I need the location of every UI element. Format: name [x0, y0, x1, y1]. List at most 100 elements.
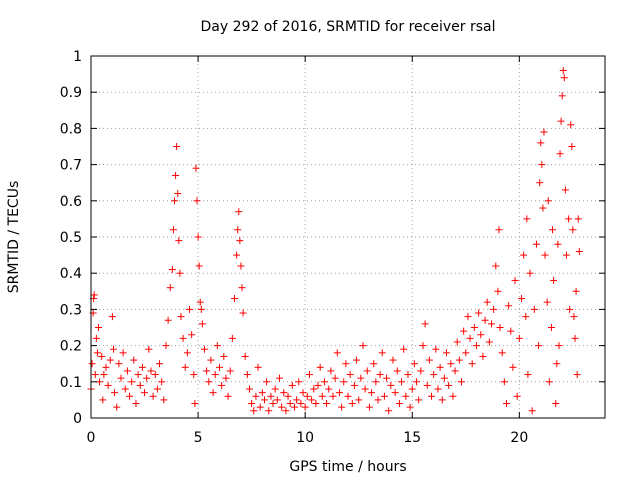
data-point — [94, 324, 102, 331]
data-point — [126, 392, 134, 400]
data-point — [445, 381, 453, 389]
data-point — [572, 287, 580, 295]
chart-title: Day 292 of 2016, SRMTID for receiver rsa… — [201, 19, 496, 35]
data-point — [413, 378, 421, 386]
data-point — [368, 389, 376, 397]
data-point — [520, 251, 528, 259]
data-point — [92, 334, 100, 342]
data-point — [385, 407, 393, 415]
data-point — [168, 266, 176, 274]
data-point — [197, 305, 205, 313]
data-point — [265, 407, 273, 415]
data-point — [507, 327, 515, 335]
data-point — [128, 378, 136, 386]
data-point — [236, 237, 244, 245]
data-point — [557, 117, 565, 125]
data-point — [269, 400, 277, 408]
data-point — [556, 150, 564, 158]
data-point — [434, 385, 442, 393]
data-point — [443, 349, 451, 357]
data-point — [458, 378, 466, 386]
data-point — [477, 331, 485, 339]
data-point — [297, 400, 305, 408]
data-point — [162, 342, 170, 350]
data-point — [344, 392, 352, 400]
data-point — [305, 371, 313, 379]
data-point — [464, 313, 472, 321]
data-point — [539, 204, 547, 212]
data-point — [335, 389, 343, 397]
data-point — [410, 360, 418, 368]
data-point — [543, 298, 551, 306]
data-point — [252, 392, 260, 400]
data-point — [502, 400, 510, 408]
data-point — [250, 407, 258, 415]
data-point — [220, 352, 228, 360]
data-point — [248, 400, 256, 408]
x-tick-label: 5 — [194, 430, 203, 446]
data-point — [222, 374, 230, 382]
data-point — [562, 251, 570, 259]
data-point — [263, 378, 271, 386]
data-point — [494, 287, 502, 295]
data-point — [123, 367, 131, 375]
data-point — [391, 389, 399, 397]
data-point — [565, 215, 573, 223]
y-axis-label: SRMTID / TECUs — [6, 181, 22, 294]
data-point — [438, 396, 446, 404]
data-point — [357, 374, 365, 382]
data-point — [191, 400, 199, 408]
grid-lines — [91, 56, 605, 418]
y-tick-label: 0.3 — [60, 302, 82, 318]
data-point — [104, 381, 112, 389]
data-point — [421, 320, 429, 328]
data-point — [308, 396, 316, 404]
data-point — [374, 396, 382, 404]
y-tick-label: 0.4 — [60, 266, 82, 282]
data-point — [537, 139, 545, 147]
y-tick-label: 0.6 — [60, 194, 82, 210]
data-point — [432, 345, 440, 353]
data-point — [177, 313, 185, 321]
data-point — [552, 400, 560, 408]
data-point — [234, 226, 242, 234]
data-point — [526, 269, 534, 277]
data-point — [218, 381, 226, 389]
data-point — [547, 324, 555, 331]
data-point — [111, 389, 119, 397]
data-point — [338, 403, 346, 411]
data-point — [293, 396, 301, 404]
data-point — [160, 396, 168, 404]
data-point — [571, 334, 579, 342]
data-point — [545, 378, 553, 386]
data-point — [361, 385, 369, 393]
data-point — [573, 371, 581, 379]
data-point — [205, 378, 213, 386]
data-point — [286, 400, 294, 408]
data-point — [428, 392, 436, 400]
data-point — [383, 374, 391, 382]
data-point — [468, 360, 476, 368]
data-point — [96, 378, 104, 386]
data-point — [498, 349, 506, 357]
data-point — [295, 378, 303, 386]
data-point — [136, 381, 144, 389]
x-tick-label: 15 — [403, 430, 421, 446]
data-point — [109, 345, 117, 353]
data-point — [164, 316, 172, 324]
data-point — [254, 363, 262, 371]
data-point — [523, 215, 531, 223]
data-point — [130, 356, 138, 364]
data-point — [230, 295, 238, 303]
axis-ticks — [90, 55, 605, 419]
data-point — [331, 374, 339, 382]
data-point — [195, 262, 203, 270]
x-tick-label: 0 — [87, 430, 96, 446]
data-point — [460, 327, 468, 335]
y-tick-label: 0.9 — [60, 85, 82, 101]
y-tick-label: 0.1 — [60, 375, 82, 391]
data-point — [303, 392, 311, 400]
data-point — [408, 385, 416, 393]
data-point — [134, 371, 142, 379]
y-tick-label: 0.8 — [60, 121, 82, 137]
